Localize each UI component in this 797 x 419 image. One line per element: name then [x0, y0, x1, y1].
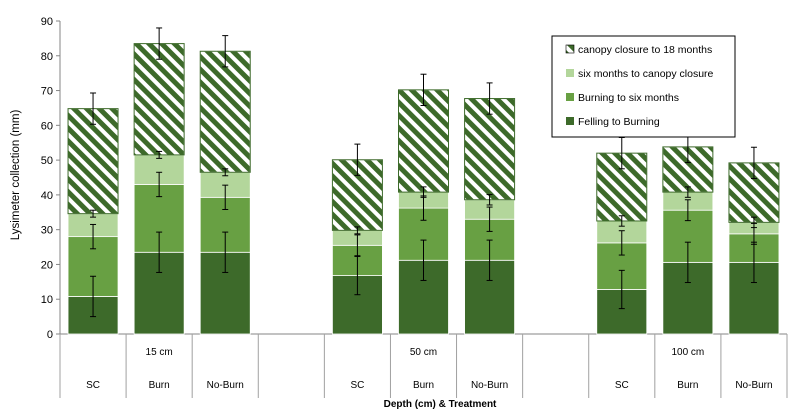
y-tick-label: 60 — [41, 120, 53, 132]
category-table: 15 cm 50 cm 100 cm SC Burn No-Burn SC Burn No-Bu… — [59, 334, 788, 398]
y-tick-label: 80 — [41, 51, 53, 63]
y-axis-title: Lysimeter collection (mm) — [10, 110, 22, 241]
legend-label: six months to canopy closure — [578, 68, 714, 80]
category-label: SC — [615, 380, 629, 391]
bar-segment — [67, 108, 119, 215]
legend-swatch — [566, 69, 574, 77]
legend: canopy closure to 18 months six months to… — [551, 35, 736, 138]
legend-swatch — [566, 93, 574, 101]
group-label: 50 cm — [410, 347, 437, 358]
y-tick-label: 50 — [41, 155, 53, 167]
error-bars — [90, 27, 757, 318]
legend-swatch — [565, 44, 575, 54]
legend-box — [551, 35, 736, 138]
category-label: No-Burn — [735, 380, 772, 391]
category-label: SC — [350, 380, 364, 391]
y-tick-label: 40 — [41, 190, 53, 202]
y-tick-label: 30 — [41, 225, 53, 237]
category-label: SC — [86, 380, 100, 391]
y-tick-label: 0 — [47, 329, 53, 341]
y-tick-label: 20 — [41, 259, 53, 271]
legend-swatch — [566, 117, 574, 125]
category-label: Burn — [149, 380, 170, 391]
bar-segment — [199, 50, 251, 173]
y-tick-label: 70 — [41, 86, 53, 98]
bar-segment — [133, 43, 185, 156]
category-label: Burn — [677, 380, 698, 391]
category-label: No-Burn — [471, 380, 508, 391]
legend-label: Burning to six months — [578, 92, 679, 104]
y-tick-label: 90 — [41, 16, 53, 28]
legend-label: Felling to Burning — [578, 116, 660, 128]
group-label: 15 cm — [146, 347, 173, 358]
y-tick-label: 10 — [41, 294, 53, 306]
x-axis-title: Depth (cm) & Treatment — [384, 399, 497, 410]
group-label: 100 cm — [671, 347, 704, 358]
category-label: No-Burn — [207, 380, 244, 391]
legend-label: canopy closure to 18 months — [578, 44, 712, 56]
category-label: Burn — [413, 380, 434, 391]
